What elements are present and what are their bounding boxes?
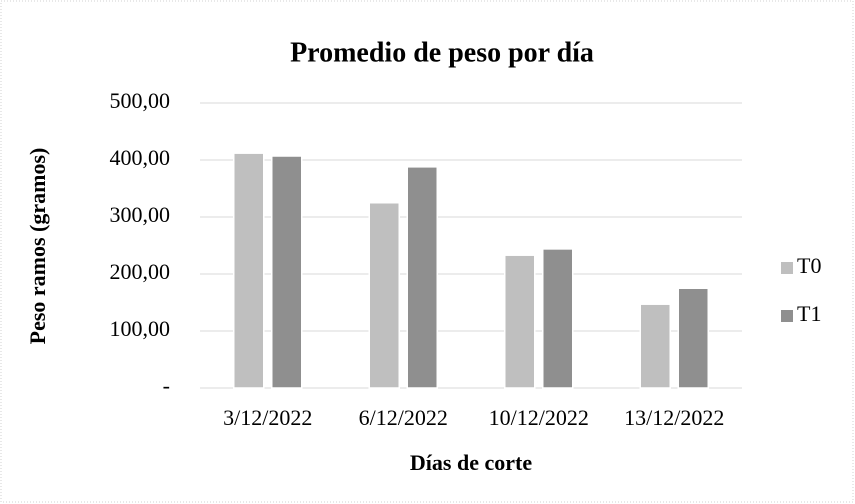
y-tick-label: 200,00 bbox=[110, 259, 171, 284]
y-axis-label: Peso ramos (gramos) bbox=[25, 148, 50, 345]
bar bbox=[677, 287, 709, 389]
chart-title: Promedio de peso por día bbox=[290, 37, 594, 68]
x-tick-label: 10/12/2022 bbox=[489, 405, 589, 430]
legend-label: T0 bbox=[797, 253, 821, 278]
y-tick-label: - bbox=[163, 373, 170, 398]
bar bbox=[504, 254, 536, 389]
bar bbox=[368, 202, 400, 389]
bar bbox=[271, 155, 303, 389]
bar bbox=[542, 248, 574, 389]
y-tick-label: 400,00 bbox=[110, 145, 171, 170]
legend-swatch bbox=[781, 262, 793, 274]
y-tick-label: 100,00 bbox=[110, 316, 171, 341]
legend-swatch bbox=[781, 310, 793, 322]
x-axis-label: Días de corte bbox=[410, 450, 532, 475]
x-tick-label: 13/12/2022 bbox=[624, 405, 724, 430]
y-tick-label: 500,00 bbox=[110, 88, 171, 113]
bar bbox=[233, 152, 265, 389]
bar bbox=[406, 166, 438, 389]
x-tick-label: 3/12/2022 bbox=[223, 405, 312, 430]
x-tick-label: 6/12/2022 bbox=[359, 405, 448, 430]
y-tick-label: 300,00 bbox=[110, 202, 171, 227]
legend-label: T1 bbox=[797, 301, 821, 326]
bar bbox=[639, 303, 671, 389]
